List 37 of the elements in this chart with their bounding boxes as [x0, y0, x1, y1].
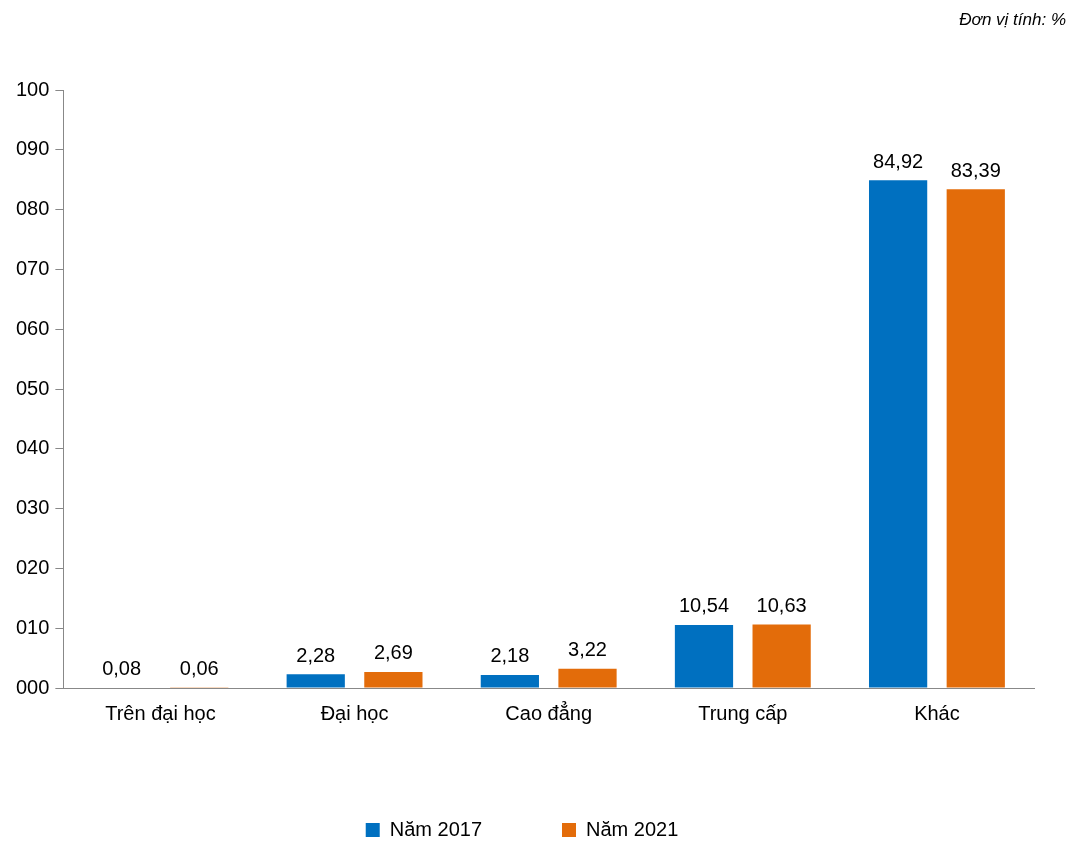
- y-tick-label: 000: [15, 675, 50, 698]
- y-tick-label: 040: [15, 436, 50, 459]
- x-tick-label: Cao đẳng: [505, 700, 593, 724]
- legend-label: Năm 2017: [389, 817, 483, 840]
- bar: [674, 624, 734, 688]
- data-label: 3,22: [568, 638, 607, 661]
- text: Đơn vị tính: %: [959, 10, 1066, 30]
- bar: [286, 674, 345, 688]
- data-label: 0,06: [179, 657, 219, 680]
- y-tick-label: 030: [15, 496, 50, 519]
- data-label: 2,69: [373, 641, 413, 664]
- data-label: 0,08: [102, 657, 142, 680]
- bar: [364, 671, 423, 688]
- x-tick-label: Khác: [914, 701, 960, 724]
- y-tick-label: 010: [15, 615, 50, 638]
- x-tick-label: Trên đại học: [105, 701, 216, 724]
- data-label: 83,39: [950, 158, 1001, 181]
- y-tick-label: 020: [15, 555, 50, 578]
- x-tick-label: Trung cấp: [698, 701, 788, 724]
- legend-label: Năm 2021: [586, 817, 679, 840]
- bar: [946, 189, 1005, 688]
- y-tick-label: 090: [15, 137, 50, 160]
- data-label: 10,63: [756, 593, 807, 616]
- bar: [868, 180, 928, 688]
- y-tick-label: 100: [15, 77, 50, 100]
- y-tick-label: 080: [15, 197, 50, 220]
- bar: [558, 668, 617, 688]
- data-label: 2,28: [296, 643, 336, 666]
- y-tick-label: 060: [15, 316, 50, 339]
- y-tick-label: 070: [15, 256, 50, 279]
- data-label: 10,54: [678, 594, 730, 617]
- bar: [752, 624, 811, 688]
- data-label: 2,18: [490, 644, 530, 667]
- x-tick-label: Đại học: [320, 701, 389, 724]
- y-tick-label: 050: [15, 376, 50, 399]
- bar: [480, 674, 539, 688]
- data-label: 84,92: [873, 149, 924, 172]
